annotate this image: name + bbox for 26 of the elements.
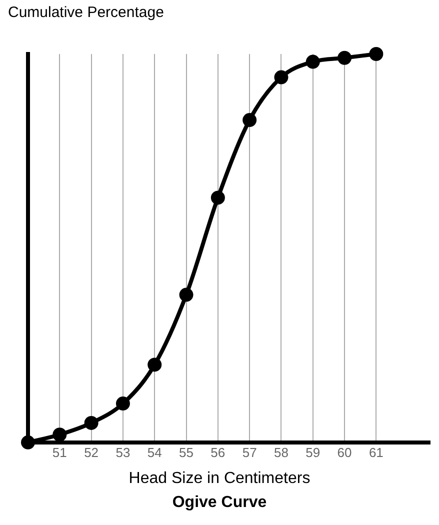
point <box>242 113 257 128</box>
point <box>148 358 162 372</box>
point <box>52 428 67 442</box>
point <box>21 435 35 450</box>
x-tick-label: 52 <box>84 444 99 460</box>
x-tick-label: 57 <box>242 444 257 460</box>
x-axis-title: Head Size in Centimeters <box>128 470 312 488</box>
point <box>210 190 225 205</box>
x-tick-label: 51 <box>52 444 67 460</box>
text: Ogive Curve <box>171 494 268 512</box>
x-tick-label: 53 <box>116 444 130 460</box>
x-tick-label: 58 <box>274 444 288 460</box>
x-tick-label: 56 <box>210 444 226 460</box>
point <box>369 47 384 61</box>
point <box>306 54 320 69</box>
y-axis-title: Cumulative Percentage <box>8 4 165 22</box>
x-tick-label: 54 <box>147 444 162 460</box>
x-tick-label: 60 <box>337 444 352 460</box>
point <box>84 416 98 430</box>
point <box>179 288 194 302</box>
point <box>116 396 130 411</box>
point <box>274 70 288 84</box>
x-tick-label: 59 <box>306 444 320 460</box>
x-tick-label: 55 <box>179 444 194 460</box>
point <box>338 50 352 65</box>
x-tick-label: 61 <box>368 444 384 460</box>
